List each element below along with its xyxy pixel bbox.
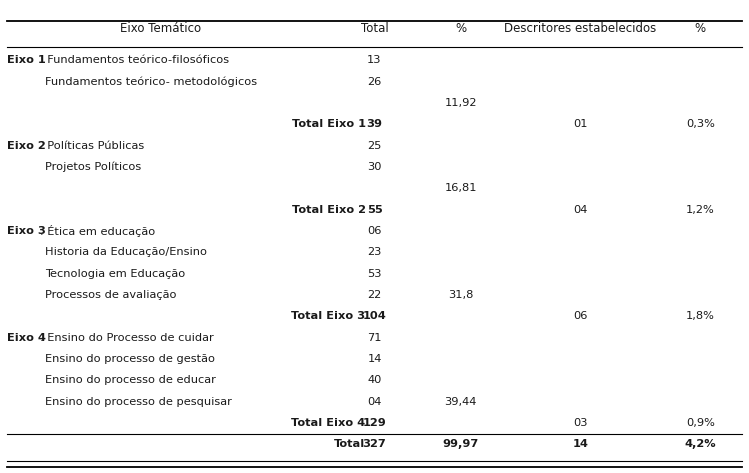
- Text: 14: 14: [572, 439, 589, 449]
- Text: . Políticas Públicas: . Políticas Públicas: [40, 140, 144, 151]
- Text: Eixo 3: Eixo 3: [7, 226, 46, 236]
- Text: 22: 22: [367, 290, 382, 300]
- Text: 39,44: 39,44: [444, 397, 477, 407]
- Text: 71: 71: [367, 333, 382, 342]
- Text: 31,8: 31,8: [448, 290, 473, 300]
- Text: 16,81: 16,81: [444, 184, 477, 193]
- Text: Descritores estabelecidos: Descritores estabelecidos: [504, 22, 657, 35]
- Text: 06: 06: [367, 226, 382, 236]
- Text: 55: 55: [366, 205, 383, 215]
- Text: Eixo 1: Eixo 1: [7, 55, 46, 65]
- Text: 23: 23: [367, 247, 382, 257]
- Text: 30: 30: [367, 162, 382, 172]
- Text: Total Eixo 3: Total Eixo 3: [291, 311, 366, 321]
- Text: 13: 13: [367, 55, 382, 65]
- Text: 129: 129: [363, 418, 386, 428]
- Text: 01: 01: [573, 119, 588, 129]
- Text: 53: 53: [367, 269, 382, 279]
- Text: Projetos Políticos: Projetos Políticos: [45, 162, 142, 172]
- Text: %: %: [695, 22, 706, 35]
- Text: 40: 40: [367, 376, 382, 385]
- Text: . Ensino do Processo de cuidar: . Ensino do Processo de cuidar: [40, 333, 213, 342]
- Text: 06: 06: [573, 311, 588, 321]
- Text: . Fundamentos teórico-filosóficos: . Fundamentos teórico-filosóficos: [40, 55, 229, 65]
- Text: Historia da Educação/Ensino: Historia da Educação/Ensino: [45, 247, 207, 257]
- Text: 0,3%: 0,3%: [686, 119, 715, 129]
- Text: Total Eixo 2: Total Eixo 2: [291, 205, 366, 215]
- Text: 327: 327: [363, 439, 386, 449]
- Text: 11,92: 11,92: [444, 98, 477, 108]
- Text: Ensino do processo de educar: Ensino do processo de educar: [45, 376, 216, 385]
- Text: 104: 104: [363, 311, 386, 321]
- Text: 26: 26: [367, 77, 382, 87]
- Text: Tecnologia em Educação: Tecnologia em Educação: [45, 269, 185, 279]
- Text: Processos de avaliação: Processos de avaliação: [45, 290, 177, 300]
- Text: Ensino do processo de pesquisar: Ensino do processo de pesquisar: [45, 397, 231, 407]
- Text: 1,2%: 1,2%: [686, 205, 715, 215]
- Text: 0,9%: 0,9%: [686, 418, 715, 428]
- Text: 25: 25: [367, 140, 382, 151]
- Text: 14: 14: [367, 354, 382, 364]
- Text: 39: 39: [366, 119, 383, 129]
- Text: 03: 03: [573, 418, 588, 428]
- Text: Ensino do processo de gestão: Ensino do processo de gestão: [45, 354, 215, 364]
- Text: %: %: [455, 22, 466, 35]
- Text: 04: 04: [367, 397, 382, 407]
- Text: 99,97: 99,97: [443, 439, 479, 449]
- Text: Total Eixo 4: Total Eixo 4: [291, 418, 366, 428]
- Text: Eixo 4: Eixo 4: [7, 333, 46, 342]
- Text: Total: Total: [334, 439, 366, 449]
- Text: 4,2%: 4,2%: [685, 439, 716, 449]
- Text: 1,8%: 1,8%: [686, 311, 715, 321]
- Text: Total: Total: [360, 22, 389, 35]
- Text: . Ética em educação: . Ética em educação: [40, 225, 155, 237]
- Text: 04: 04: [573, 205, 588, 215]
- Text: Eixo 2: Eixo 2: [7, 140, 46, 151]
- Text: Fundamentos teórico- metodológicos: Fundamentos teórico- metodológicos: [45, 77, 257, 87]
- Text: Total Eixo 1: Total Eixo 1: [291, 119, 366, 129]
- Text: Eixo Temático: Eixo Temático: [121, 22, 201, 35]
